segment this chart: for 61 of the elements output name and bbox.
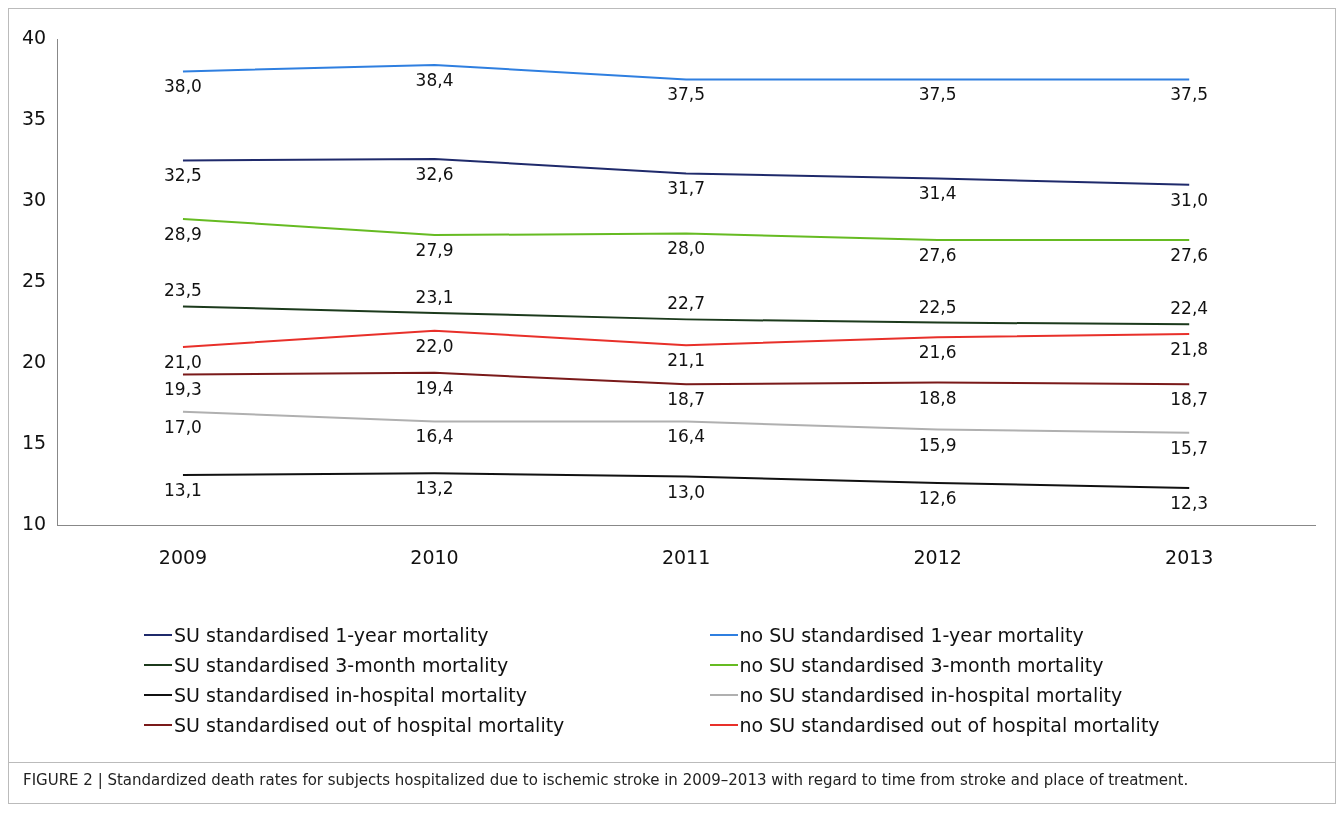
data-label: 37,5 [1170, 84, 1209, 105]
data-label: 16,4 [415, 426, 454, 447]
data-label: 12,3 [1170, 492, 1209, 513]
data-label: 22,5 [918, 296, 957, 317]
data-label: 13,0 [667, 481, 706, 502]
data-label: 38,0 [164, 76, 202, 97]
data-label: 16,4 [667, 426, 706, 447]
data-label: 27,9 [415, 240, 454, 261]
data-label: 37,5 [667, 84, 706, 105]
legend-label: SU standardised 1-year mortality [174, 624, 489, 646]
data-label: 18,7 [667, 389, 706, 410]
data-label: 38,4 [415, 69, 454, 90]
y-tick-label: 30 [21, 188, 47, 210]
data-label: 21,1 [667, 350, 706, 371]
legend-label: no SU standardised in-hospital mortality [739, 684, 1123, 706]
data-label: 19,4 [415, 377, 454, 398]
legend-label: no SU standardised out of hospital mortality [739, 714, 1160, 736]
caption: FIGURE 2 | Standardized death rates for subjects hospitalized due to ischemic stroke in 2009–2013 with regard to time from stroke and place of treatment. [9, 762, 1335, 797]
y-tick-label: 40 [21, 25, 47, 48]
data-label: 21,8 [1170, 338, 1209, 359]
x-tick-label: 2013 [1165, 545, 1214, 568]
legend-label: SU standardised in-hospital mortality [174, 684, 528, 706]
data-label: 15,7 [1170, 437, 1209, 458]
data-label: 12,6 [918, 487, 957, 508]
data-label: 21,6 [918, 342, 957, 363]
legend-label: no SU standardised 3-month mortality [739, 654, 1104, 676]
legend-label: SU standardised 3-month mortality [174, 654, 509, 676]
data-label: 27,6 [1170, 244, 1209, 265]
data-label: 28,0 [667, 238, 706, 259]
data-label: 18,8 [918, 387, 957, 408]
x-tick-label: 2012 [913, 545, 962, 568]
legend-label: SU standardised out of hospital mortality [174, 714, 565, 736]
data-label: 23,1 [415, 286, 454, 307]
data-label: 32,5 [164, 165, 202, 186]
data-label: 19,3 [164, 379, 202, 400]
data-label: 31,4 [918, 183, 957, 204]
data-label: 32,6 [415, 163, 454, 184]
data-label: 31,7 [667, 178, 706, 199]
data-label: 17,0 [164, 416, 202, 437]
data-label: 15,9 [918, 434, 957, 455]
data-label: 13,1 [164, 479, 202, 500]
x-tick-label: 2010 [410, 545, 459, 568]
data-label: 22,0 [415, 335, 454, 356]
data-label: 21,0 [164, 351, 202, 372]
y-tick-label: 15 [21, 431, 47, 454]
data-label: 22,4 [1170, 298, 1209, 319]
data-label: 18,7 [1170, 389, 1209, 410]
x-tick-label: 2009 [158, 545, 208, 568]
data-label: 28,9 [164, 223, 202, 244]
data-label: 31,0 [1170, 189, 1209, 210]
y-tick-label: 20 [21, 350, 47, 373]
y-tick-label: 10 [21, 512, 47, 535]
data-label: 22,7 [667, 293, 706, 314]
data-label: 37,5 [918, 84, 957, 105]
data-label: 23,5 [164, 280, 202, 301]
y-tick-label: 35 [21, 106, 47, 129]
x-tick-label: 2011 [661, 545, 711, 568]
data-label: 13,2 [415, 478, 454, 499]
legend-label: no SU standardised 1-year mortality [739, 624, 1084, 646]
data-label: 27,6 [918, 244, 957, 265]
y-tick-label: 25 [21, 269, 47, 292]
